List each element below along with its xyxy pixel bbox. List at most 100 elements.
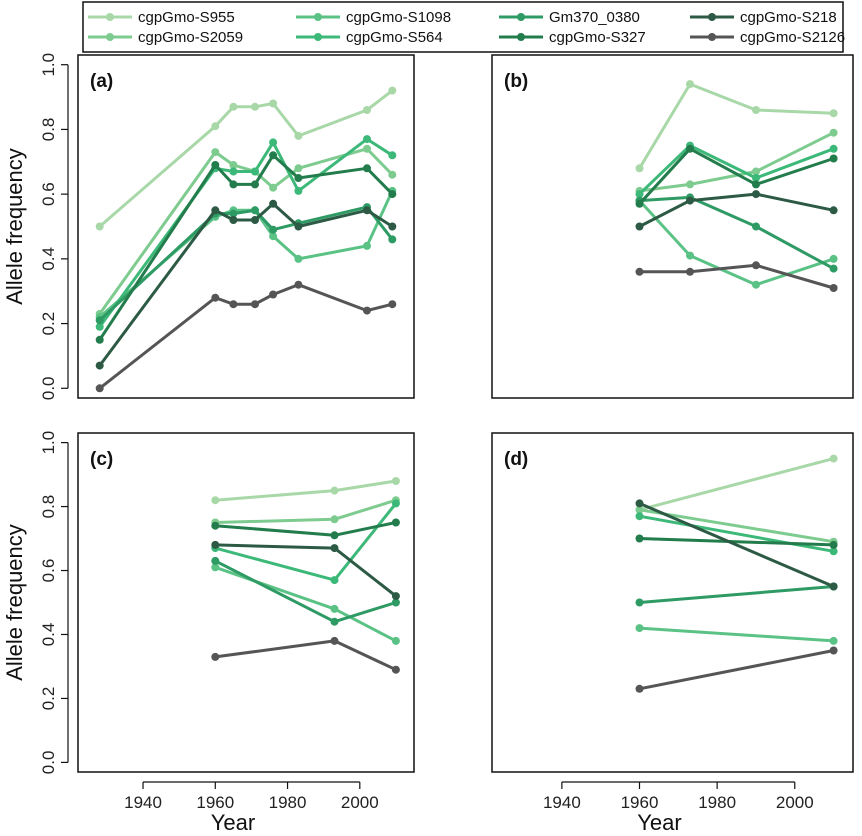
legend-label: Gm370_0380: [549, 9, 640, 26]
series-line-cgpGmo-S2126: [639, 649, 834, 691]
data-point: [95, 335, 104, 344]
x-tick-label: 1960: [621, 793, 659, 812]
data-point: [635, 222, 644, 231]
legend-label: cgpGmo-S564: [346, 29, 443, 46]
data-point: [269, 183, 278, 192]
data-point: [211, 652, 220, 661]
series-line-cgpGmo-S564: [639, 514, 834, 553]
data-point: [251, 206, 259, 215]
data-point: [229, 102, 238, 111]
data-point: [363, 306, 371, 315]
data-point: [829, 582, 838, 591]
y-tick-label: 0.0: [39, 751, 58, 775]
data-point: [391, 598, 400, 607]
data-point: [211, 540, 220, 549]
data-point: [211, 293, 220, 302]
data-point: [391, 665, 400, 674]
data-point: [752, 106, 760, 114]
data-point: [752, 174, 760, 182]
data-point: [388, 86, 397, 95]
data-point: [269, 151, 278, 160]
data-point: [391, 592, 400, 601]
x-tick-label: 1940: [543, 793, 581, 812]
data-point: [363, 206, 371, 215]
data-point: [294, 222, 303, 231]
data-point: [294, 131, 303, 140]
data-point: [95, 384, 104, 393]
data-point: [229, 300, 238, 309]
legend-label: cgpGmo-S2126: [740, 29, 845, 46]
data-point: [686, 180, 694, 189]
legend-swatch-marker: [517, 13, 525, 21]
data-point: [330, 486, 339, 495]
data-point: [211, 161, 220, 169]
data-point: [330, 636, 339, 645]
data-point: [363, 106, 371, 114]
data-point: [95, 316, 104, 325]
data-point: [269, 99, 278, 108]
data-point: [829, 284, 838, 292]
x-tick-label: 1980: [698, 793, 736, 812]
data-point: [330, 576, 339, 585]
legend-swatch-marker: [314, 13, 322, 21]
axes: 0.0 0.2 0.4 0.6 0.8 1.0 Allele frequency 0.0 0.2…: [2, 53, 814, 835]
y-tick-label: 0.8: [39, 118, 58, 142]
series-line-cgpGmo-S955: [98, 89, 394, 228]
data-point: [211, 148, 220, 157]
data-point: [229, 167, 238, 176]
legend-swatch-marker: [106, 33, 114, 41]
y-tick-label: 1.0: [39, 431, 58, 455]
data-point: [635, 598, 644, 607]
series-line-cgpGmo-S1098: [638, 199, 835, 287]
x-tick-label: 2000: [341, 793, 379, 812]
data-point: [829, 547, 838, 556]
series-line-cgpGmo-S564: [638, 144, 835, 196]
data-point: [635, 499, 644, 508]
data-point: [269, 199, 278, 208]
data-point: [752, 180, 760, 189]
y-tick-label: 0.6: [39, 182, 58, 206]
data-point: [269, 290, 278, 299]
data-point: [391, 518, 400, 527]
data-point: [388, 300, 397, 309]
data-point: [363, 241, 371, 250]
series-line-Gm370_0380: [639, 585, 834, 604]
series-line-cgpGmo-S327: [98, 153, 394, 341]
data-point: [686, 80, 694, 89]
series-line-cgpGmo-S955: [639, 457, 834, 512]
series-line-cgpGmo-S955: [638, 82, 834, 170]
data-point: [752, 261, 760, 270]
data-point: [251, 167, 259, 176]
data-point: [269, 225, 278, 234]
series-line-cgpGmo-S1098: [639, 626, 834, 643]
data-point: [635, 190, 644, 199]
data-point: [294, 186, 303, 195]
data-point: [686, 267, 694, 276]
data-point: [229, 161, 238, 169]
data-point: [229, 209, 238, 218]
data-point: [829, 206, 838, 215]
data-point: [251, 216, 259, 224]
x-axis-title: Year: [211, 810, 255, 835]
data-point: [363, 135, 371, 144]
data-point: [211, 556, 220, 565]
data-point: [388, 222, 397, 231]
legend-swatch-marker: [106, 13, 114, 21]
panel-tag: (a): [90, 71, 113, 92]
data-point: [829, 144, 838, 153]
data-point: [388, 151, 397, 160]
data-point: [330, 544, 339, 553]
series-line-Gm370_0380: [639, 195, 835, 270]
y-tick-label: 0.0: [39, 376, 58, 400]
data-point: [635, 512, 644, 521]
data-point: [829, 636, 838, 645]
data-point: [686, 196, 694, 205]
data-point: [211, 206, 220, 215]
data-point: [251, 300, 259, 309]
data-point: [829, 540, 838, 549]
data-point: [330, 515, 339, 524]
series-line-cgpGmo-S2059: [639, 131, 835, 193]
data-point: [391, 636, 400, 645]
legend-label: cgpGmo-S955: [138, 9, 235, 26]
